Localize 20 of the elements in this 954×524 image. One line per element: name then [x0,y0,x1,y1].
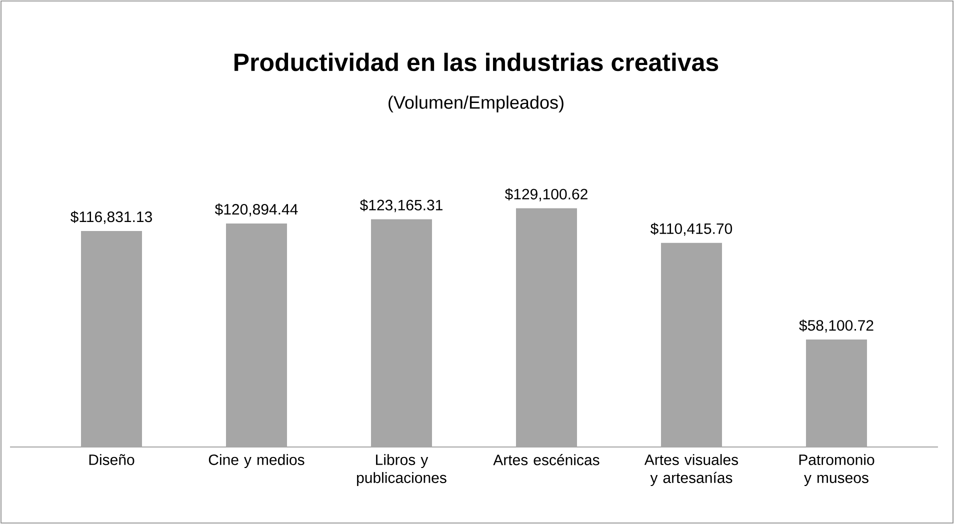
bar [226,223,288,447]
data-label: $123,165.31 [360,199,442,212]
x-tick-label: Libros y publicaciones [357,454,446,486]
x-tick-label: Patromonio y museos [799,454,874,486]
bar [660,242,722,447]
chart-title: Productividad en las industrias creativas [234,52,718,72]
x-tick-label: Cine y medios [208,454,304,468]
data-label: $116,831.13 [70,210,152,224]
x-tick-label: Artes visuales y artesanías [644,454,738,486]
bar [81,230,142,447]
data-label: $58,100.72 [799,319,874,332]
data-label: $129,100.62 [504,188,588,202]
bar [806,340,867,447]
bar [516,208,577,447]
x-tick-label: Artes escénicas [493,454,600,466]
bar [370,219,432,447]
chart-subtitle: (Volumen/Empleados) [388,96,564,112]
data-label: $110,415.70 [650,222,732,236]
x-tick-label: Diseño [89,454,134,466]
data-label: $120,894.44 [214,203,298,216]
